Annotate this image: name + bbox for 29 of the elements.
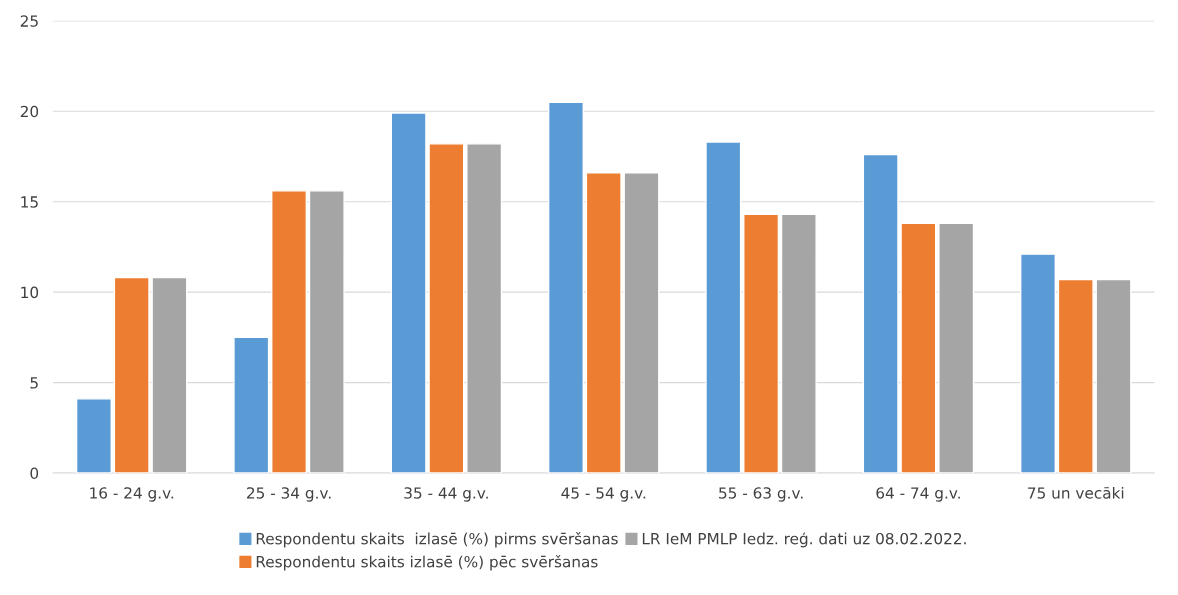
legend-label: Respondentu skaits izlasē (%) pēc svēršanas	[256, 555, 598, 571]
y-tick-label: 20	[20, 105, 39, 118]
bar	[466, 143, 503, 474]
x-tick-label: 35 - 44 g.v.	[404, 487, 488, 502]
bar	[1019, 253, 1057, 474]
bar	[308, 190, 345, 474]
x-tick-label: 75 un vecāki	[1028, 486, 1124, 499]
x-tick-label: 25 - 34 g.v.	[247, 487, 331, 502]
y-tick-label: 5	[30, 377, 38, 389]
bar	[1057, 278, 1094, 474]
x-tick-label: 16 - 24 g.v.	[90, 487, 174, 502]
x-tick-label: 55 - 63 g.v.	[719, 487, 803, 502]
bar	[780, 213, 817, 474]
x-tick-label: 64 - 74 g.v.	[876, 487, 960, 502]
y-tick-label: 15	[21, 196, 38, 208]
y-tick-label: 10	[21, 286, 39, 299]
x-tick-label: 45 - 54 g.v.	[561, 487, 646, 502]
bar	[743, 213, 780, 474]
bar	[75, 398, 112, 474]
bar	[233, 336, 270, 474]
legend-label: Respondentu skaits izlasē (%) pirms svēršanas	[256, 531, 618, 548]
legend-label: LR IeM PMLP Iedz. reģ. dati uz 08.02.2022.	[642, 532, 966, 548]
y-tick-label: 0	[30, 467, 39, 480]
bar	[547, 101, 584, 474]
bar	[938, 222, 975, 474]
bar	[705, 141, 742, 474]
bar	[1095, 278, 1132, 474]
bar	[271, 190, 308, 474]
y-tick-label: 25	[20, 15, 38, 27]
